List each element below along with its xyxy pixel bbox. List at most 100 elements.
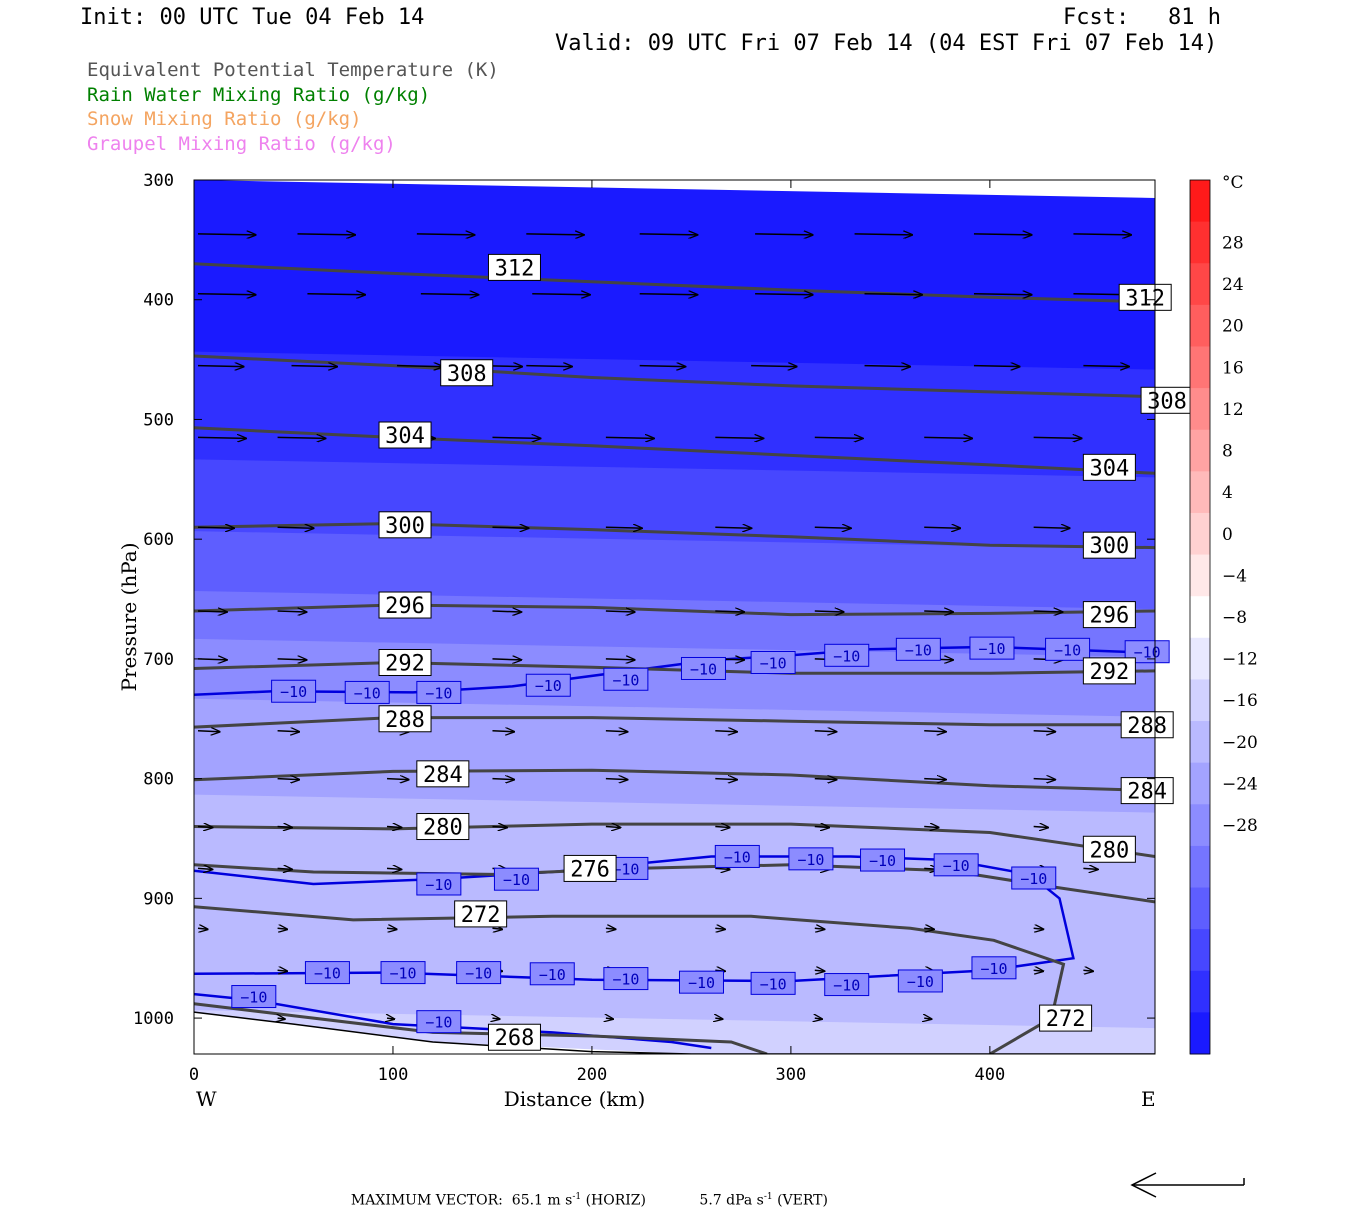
wind-arrow bbox=[715, 527, 751, 528]
colorbar-swatch bbox=[1190, 804, 1210, 847]
theta-e-label-box bbox=[440, 359, 494, 387]
wind-arrow bbox=[864, 366, 911, 367]
rain-contour-label-box bbox=[788, 847, 834, 871]
theta-e-label-box bbox=[1120, 711, 1174, 739]
theta-e-label: 284 bbox=[423, 763, 463, 788]
rain-contour-label-box bbox=[750, 650, 796, 674]
wind-arrow bbox=[854, 234, 913, 235]
plot-frame bbox=[193, 179, 1156, 1055]
max-vector-horiz-exp: -1 bbox=[572, 1192, 582, 1202]
colorbar-unit: °C bbox=[1222, 173, 1244, 193]
wind-arrow bbox=[715, 868, 729, 869]
wind-arrow bbox=[197, 731, 220, 732]
wind-arrow bbox=[924, 827, 938, 828]
wind-arrow bbox=[715, 437, 763, 438]
colorbar-swatch bbox=[1190, 970, 1210, 1013]
wind-arrow bbox=[197, 366, 244, 367]
rain-contour-label-box bbox=[380, 961, 426, 985]
colorbar-swatch bbox=[1190, 304, 1210, 347]
wind-arrow bbox=[277, 527, 314, 528]
wind-arrow bbox=[197, 659, 227, 660]
rain-contour-label: −10 bbox=[389, 965, 416, 983]
rain-contour-label-box bbox=[750, 971, 796, 995]
rain-contour-label: −10 bbox=[314, 965, 341, 983]
wind-arrow bbox=[197, 611, 227, 612]
wind-arrow bbox=[492, 827, 506, 828]
rain-contour-label: −10 bbox=[425, 684, 452, 702]
rain-contour-label: −10 bbox=[724, 848, 751, 866]
rain-contour-label: −10 bbox=[980, 960, 1007, 978]
colorbar-tick-label: 0 bbox=[1222, 525, 1233, 545]
colorbar-tick-label: 12 bbox=[1222, 400, 1244, 420]
theta-e-contour-line bbox=[194, 716, 1155, 729]
theta-e-label-box bbox=[1082, 835, 1136, 863]
wind-arrow bbox=[1083, 970, 1093, 971]
rain-contour-label: −10 bbox=[465, 965, 492, 983]
wind-arrow bbox=[197, 868, 212, 869]
wind-arrow bbox=[1033, 527, 1070, 528]
rain-contour-label-box bbox=[895, 637, 941, 661]
theta-e-contour-line bbox=[194, 354, 1155, 399]
wind-arrow bbox=[814, 928, 825, 929]
rain-contour-label-box bbox=[416, 1010, 462, 1034]
wind-arrow bbox=[1033, 970, 1044, 971]
colorbar-swatch bbox=[1190, 471, 1210, 514]
init-time: Init: 00 UTC Tue 04 Feb 14 bbox=[80, 5, 425, 30]
y-tick-label: 600 bbox=[143, 530, 174, 550]
wind-arrow bbox=[715, 827, 729, 828]
rain-contour-label-box bbox=[525, 673, 571, 697]
rain-contour-label-box bbox=[344, 680, 390, 704]
wind-arrow bbox=[1033, 731, 1056, 732]
theta-e-label-box bbox=[378, 511, 432, 539]
wind-arrow bbox=[814, 827, 829, 828]
colorbar-swatch bbox=[1190, 887, 1210, 930]
theta-e-label-box bbox=[454, 900, 508, 928]
rain-contour-label-box bbox=[456, 961, 502, 985]
legend-graupel: Graupel Mixing Ratio (g/kg) bbox=[87, 133, 396, 155]
wind-arrow bbox=[715, 779, 737, 780]
theta-e-label: 312 bbox=[1125, 286, 1165, 311]
rain-contour-label-box bbox=[416, 872, 462, 896]
rain-contour-label: −10 bbox=[1134, 644, 1161, 662]
rain-contour-label: −10 bbox=[833, 977, 860, 995]
wind-arrow bbox=[814, 970, 825, 971]
wind-arrow bbox=[277, 611, 307, 612]
colorbar-swatch bbox=[1190, 929, 1210, 972]
theta-e-label: 292 bbox=[1089, 660, 1129, 685]
colorbar-swatch bbox=[1190, 1012, 1210, 1055]
x-tick-label: 100 bbox=[378, 1065, 409, 1085]
y-tick-label: 1000 bbox=[133, 1009, 174, 1029]
colorbar-tick-label: 20 bbox=[1222, 317, 1244, 337]
legend-rain-water: Rain Water Mixing Ratio (g/kg) bbox=[87, 84, 431, 106]
colorbar-swatch bbox=[1190, 388, 1210, 431]
theta-e-label-box bbox=[1140, 386, 1194, 414]
colorbar-tick-label: 4 bbox=[1222, 483, 1233, 503]
theta-e-label: 300 bbox=[385, 514, 425, 539]
theta-e-label: 312 bbox=[495, 256, 535, 281]
y-tick-label: 300 bbox=[143, 171, 174, 191]
wind-arrow bbox=[755, 234, 813, 235]
wind-arrow bbox=[277, 928, 288, 929]
wind-arrow bbox=[277, 731, 300, 732]
wind-arrow bbox=[492, 437, 540, 438]
contour-labels: −10 −10 −10 −10 −10 −10 −10 −10 −10 −10 −10 −10 −10 −… bbox=[231, 253, 1194, 1051]
wind-arrow bbox=[526, 366, 572, 367]
wind-arrow bbox=[605, 779, 628, 780]
wind-arrow bbox=[416, 234, 475, 235]
wind-arrow bbox=[420, 294, 479, 295]
wind-arrow bbox=[277, 868, 292, 869]
wind-arrow bbox=[606, 1018, 613, 1019]
colorbar-swatch bbox=[1190, 512, 1210, 556]
colorbar-tick-label: −4 bbox=[1222, 566, 1247, 586]
wind-arrow bbox=[814, 527, 851, 528]
rain-contour-label: −10 bbox=[425, 1014, 452, 1032]
colorbar-tick-label: 8 bbox=[1222, 442, 1233, 462]
theta-e-label-box bbox=[378, 591, 432, 619]
theta-e-label-box bbox=[563, 854, 617, 882]
wind-arrow bbox=[297, 234, 355, 235]
wind-arrow bbox=[605, 527, 642, 528]
y-axis-title: Pressure (hPa) bbox=[117, 543, 141, 692]
colorbar-tick-label: −20 bbox=[1222, 733, 1258, 753]
rain-contour-label: −10 bbox=[612, 860, 639, 878]
max-vector-vert-unit: (VERT) bbox=[777, 1192, 828, 1209]
